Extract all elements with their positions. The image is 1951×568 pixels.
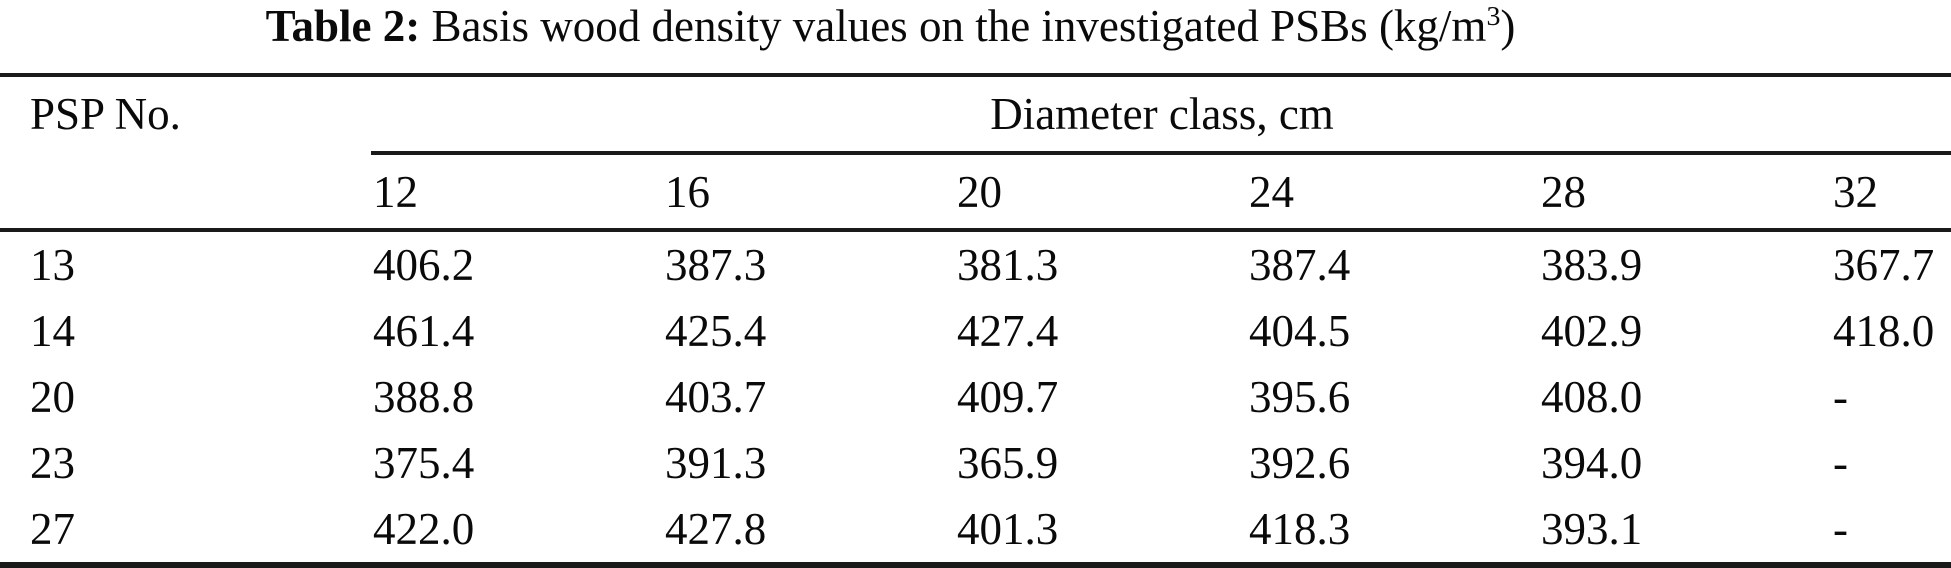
- value-cell: 391.3: [665, 438, 767, 488]
- value-cell: 401.3: [957, 504, 1059, 554]
- table-row: 13 406.2 387.3 381.3 387.4 383.9 367.7: [0, 232, 1951, 298]
- value-cell: 388.8: [373, 372, 475, 422]
- value-cell: -: [1833, 504, 1848, 554]
- table-header-row: PSP No. Diameter class, cm: [0, 77, 1951, 151]
- psp-cell: 20: [30, 372, 75, 422]
- diameter-class-subheader-row: 12 16 20 24 28 32: [0, 155, 1951, 228]
- value-cell: 383.9: [1541, 240, 1643, 290]
- psp-cell: 13: [30, 240, 75, 290]
- value-cell: 387.4: [1249, 240, 1351, 290]
- diameter-class-20-header: 20: [957, 167, 1002, 217]
- value-cell: -: [1833, 438, 1848, 488]
- diameter-class-12-header: 12: [373, 167, 418, 217]
- value-cell: 392.6: [1249, 438, 1351, 488]
- value-cell: 365.9: [957, 438, 1059, 488]
- table-caption: Table 2: Basis wood density values on th…: [0, 0, 1951, 73]
- value-cell: 395.6: [1249, 372, 1351, 422]
- table-row: 27 422.0 427.8 401.3 418.3 393.1 -: [0, 496, 1951, 562]
- value-cell: 404.5: [1249, 306, 1351, 356]
- value-cell: 427.4: [957, 306, 1059, 356]
- table-caption-suffix: ): [1500, 1, 1516, 51]
- value-cell: 461.4: [373, 306, 475, 356]
- table-header-bottom-rule: [0, 228, 1951, 232]
- psp-no-header: PSP No.: [30, 89, 181, 139]
- table-row: 14 461.4 425.4 427.4 404.5 402.9 418.0: [0, 298, 1951, 364]
- value-cell: 406.2: [373, 240, 475, 290]
- table-caption-label: Table 2:: [265, 1, 421, 51]
- value-cell: -: [1833, 372, 1848, 422]
- diameter-class-16-header: 16: [665, 167, 710, 217]
- value-cell: 375.4: [373, 438, 475, 488]
- value-cell: 387.3: [665, 240, 767, 290]
- diameter-class-28-header: 28: [1541, 167, 1586, 217]
- value-cell: 422.0: [373, 504, 475, 554]
- value-cell: 425.4: [665, 306, 767, 356]
- value-cell: 402.9: [1541, 306, 1643, 356]
- value-cell: 418.0: [1833, 306, 1935, 356]
- diameter-class-32-header: 32: [1833, 167, 1878, 217]
- psp-cell: 27: [30, 504, 75, 554]
- diameter-class-underline-rule: [371, 151, 1951, 155]
- value-cell: 418.3: [1249, 504, 1351, 554]
- diameter-class-24-header: 24: [1249, 167, 1294, 217]
- value-cell: 367.7: [1833, 240, 1935, 290]
- table-caption-text: Basis wood density values on the investi…: [420, 1, 1487, 51]
- psp-cell: 23: [30, 438, 75, 488]
- value-cell: 403.7: [665, 372, 767, 422]
- value-cell: 393.1: [1541, 504, 1643, 554]
- value-cell: 394.0: [1541, 438, 1643, 488]
- table-row: 20 388.8 403.7 409.7 395.6 408.0 -: [0, 364, 1951, 430]
- table-row: 23 375.4 391.3 365.9 392.6 394.0 -: [0, 430, 1951, 496]
- value-cell: 409.7: [957, 372, 1059, 422]
- table-top-rule: [0, 73, 1951, 77]
- value-cell: 427.8: [665, 504, 767, 554]
- psp-cell: 14: [30, 306, 75, 356]
- table-bottom-rule: [0, 562, 1951, 568]
- diameter-class-group-header: Diameter class, cm: [990, 89, 1334, 139]
- value-cell: 408.0: [1541, 372, 1643, 422]
- value-cell: 381.3: [957, 240, 1059, 290]
- table-caption-superscript: 3: [1486, 1, 1501, 32]
